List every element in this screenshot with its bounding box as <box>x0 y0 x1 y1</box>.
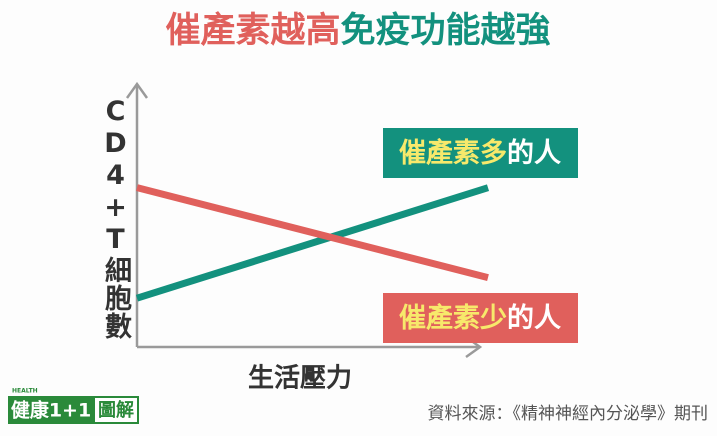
x-axis-label: 生活壓力 <box>248 364 352 394</box>
logo-box <box>8 396 94 424</box>
chart-title: 催產素越高免疫功能越強 <box>165 10 550 51</box>
logo-suffix: 圖解 <box>98 399 134 421</box>
source: 資料來源：《精神神經內分泌學》期刊 <box>428 404 709 424</box>
legend-label: 催產素多的人 <box>399 137 561 169</box>
logo-badge: HEALTH <box>12 388 38 395</box>
logo-suffix-box <box>93 396 139 424</box>
y-axis-arrow <box>125 81 149 99</box>
logo-brand: 健康1+1 <box>11 399 91 422</box>
line <box>135 184 490 302</box>
legend-box <box>383 128 578 178</box>
y-axis-label: CD4+T細胞數 <box>100 96 131 340</box>
line <box>136 184 489 282</box>
legend-label: 催產素少的人 <box>399 302 561 334</box>
legend-box <box>383 293 578 343</box>
